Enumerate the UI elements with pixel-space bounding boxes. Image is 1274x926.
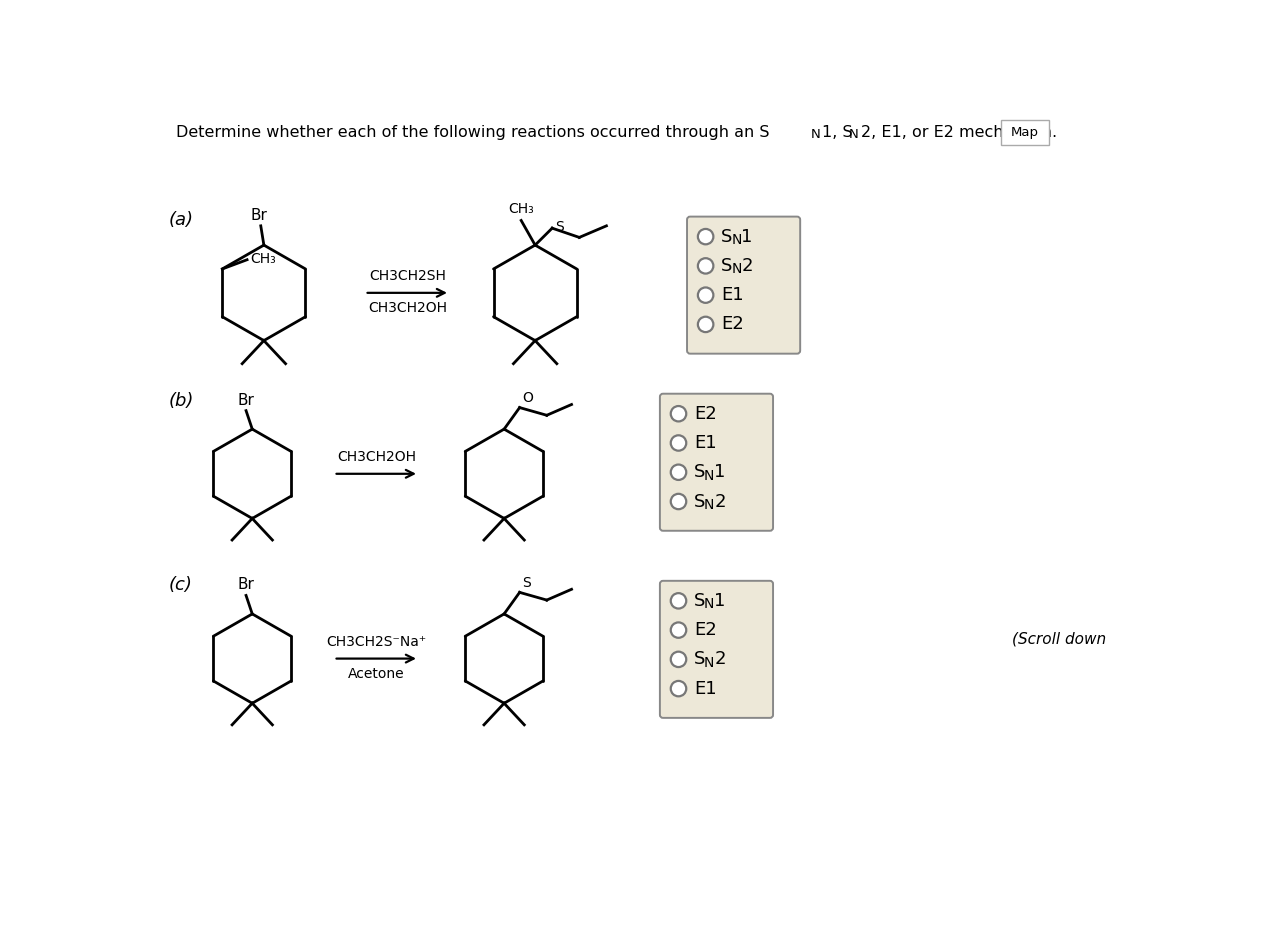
Text: Br: Br xyxy=(238,578,255,593)
Text: E2: E2 xyxy=(694,621,717,639)
Text: N: N xyxy=(848,128,859,141)
Text: CH₃: CH₃ xyxy=(508,202,534,216)
Text: E1: E1 xyxy=(694,434,717,452)
Text: (Scroll down: (Scroll down xyxy=(1012,632,1106,647)
Circle shape xyxy=(670,652,687,667)
Text: Br: Br xyxy=(250,207,266,223)
Circle shape xyxy=(670,494,687,509)
Circle shape xyxy=(670,406,687,421)
Circle shape xyxy=(670,435,687,451)
Text: N: N xyxy=(731,262,741,276)
Text: N: N xyxy=(705,498,715,512)
Circle shape xyxy=(670,622,687,638)
Circle shape xyxy=(670,594,687,608)
Text: E2: E2 xyxy=(694,405,717,423)
Text: 1, S: 1, S xyxy=(822,125,852,140)
Text: CH3CH2OH: CH3CH2OH xyxy=(336,450,415,464)
Text: E1: E1 xyxy=(694,680,717,697)
Circle shape xyxy=(698,229,713,244)
Circle shape xyxy=(670,465,687,480)
Text: N: N xyxy=(705,469,715,482)
Text: S: S xyxy=(694,493,706,510)
Text: 1: 1 xyxy=(715,592,725,610)
Text: S: S xyxy=(721,228,733,245)
Text: S: S xyxy=(694,650,706,669)
Text: N: N xyxy=(705,597,715,611)
Text: O: O xyxy=(522,392,533,406)
Text: E1: E1 xyxy=(721,286,744,304)
Text: N: N xyxy=(731,233,741,247)
Text: S: S xyxy=(522,576,531,590)
Text: CH3CH2S⁻Na⁺: CH3CH2S⁻Na⁺ xyxy=(326,634,427,648)
Text: 2, E1, or E2 mechanism.: 2, E1, or E2 mechanism. xyxy=(861,125,1056,140)
Text: Map: Map xyxy=(1012,126,1038,139)
FancyBboxPatch shape xyxy=(660,581,773,718)
Text: CH3CH2OH: CH3CH2OH xyxy=(368,301,447,316)
FancyBboxPatch shape xyxy=(660,394,773,531)
Text: 2: 2 xyxy=(715,650,726,669)
Circle shape xyxy=(670,681,687,696)
FancyBboxPatch shape xyxy=(687,217,800,354)
Text: S: S xyxy=(694,592,706,610)
Text: (b): (b) xyxy=(168,392,194,409)
Text: Determine whether each of the following reactions occurred through an S: Determine whether each of the following … xyxy=(176,125,769,140)
Text: 1: 1 xyxy=(715,463,725,482)
Text: Br: Br xyxy=(238,393,255,407)
Circle shape xyxy=(698,258,713,273)
Text: N: N xyxy=(810,128,820,141)
FancyBboxPatch shape xyxy=(1001,120,1049,145)
Circle shape xyxy=(698,287,713,303)
Text: 1: 1 xyxy=(741,228,753,245)
Text: (a): (a) xyxy=(168,211,194,229)
Text: CH₃: CH₃ xyxy=(250,252,276,266)
Text: E2: E2 xyxy=(721,316,744,333)
Text: Acetone: Acetone xyxy=(348,667,405,681)
Text: 2: 2 xyxy=(741,257,753,275)
Text: S: S xyxy=(721,257,733,275)
Circle shape xyxy=(698,317,713,332)
Text: N: N xyxy=(705,656,715,669)
Text: (c): (c) xyxy=(168,577,192,594)
Text: S: S xyxy=(555,220,564,234)
Text: S: S xyxy=(694,463,706,482)
Text: 2: 2 xyxy=(715,493,726,510)
Text: CH3CH2SH: CH3CH2SH xyxy=(368,269,446,282)
